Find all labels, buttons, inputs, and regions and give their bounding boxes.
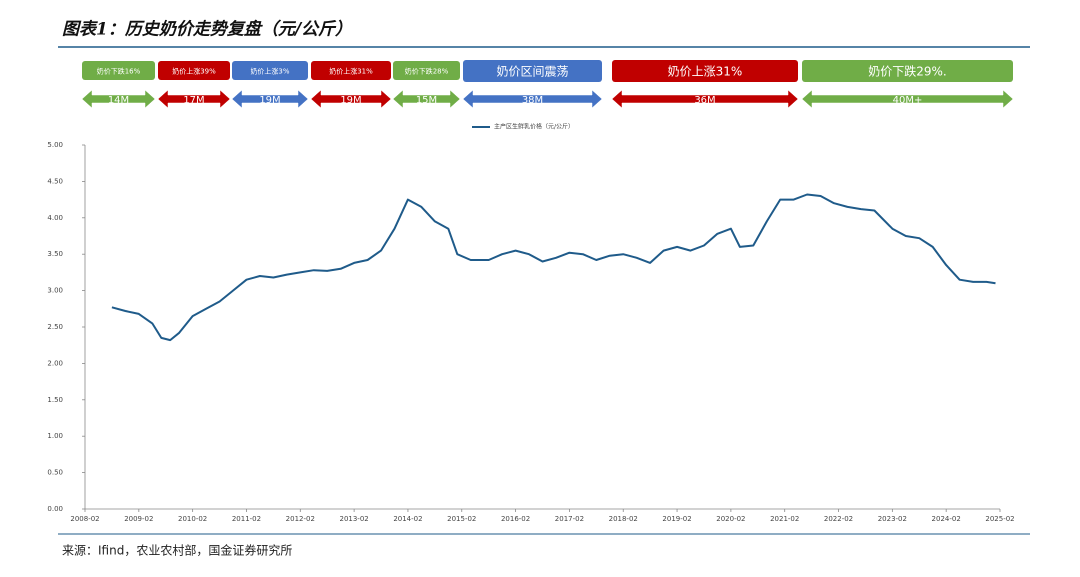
x-tick-label: 2019-02 (662, 515, 691, 523)
phase-label: 奶价下跌16% (97, 67, 141, 76)
y-tick-label: 4.50 (47, 177, 63, 185)
series-line (111, 193, 996, 342)
x-tick-label: 2010-02 (178, 515, 207, 523)
x-tick-label: 2012-02 (286, 515, 315, 523)
phase-label: 奶价上涨31% (668, 64, 743, 79)
x-tick-label: 2008-02 (70, 515, 99, 523)
phase-arrow (157, 89, 231, 109)
y-tick-label: 5.00 (47, 141, 63, 149)
phase-arrow (231, 89, 309, 109)
source: 来源：Ifind，农业农村部，国金证券研究所 (62, 543, 292, 558)
y-tick-label: 2.50 (47, 323, 63, 331)
phase-box (158, 61, 230, 80)
phase-duration: 19M (340, 95, 361, 106)
phase-arrow (310, 89, 392, 109)
phase-label: 奶价上涨31% (329, 67, 373, 76)
legend-label: 主产区生鲜乳价格（元/公斤） (494, 123, 574, 131)
phase-arrow (392, 89, 461, 109)
phase-box (802, 60, 1013, 82)
x-tick-label: 2011-02 (232, 515, 261, 523)
phase-label: 奶价下跌29%. (868, 64, 947, 79)
phase-duration: 36M (694, 95, 715, 106)
phase-label: 奶价上涨3% (250, 67, 289, 76)
phase-label: 奶价上涨39% (172, 67, 216, 76)
x-tick-label: 2018-02 (609, 515, 638, 523)
phase-duration: 40M+ (893, 95, 923, 106)
x-tick-label: 2013-02 (339, 515, 368, 523)
phase-box (311, 61, 391, 80)
phase-arrow (611, 89, 799, 109)
y-tick-label: 2.00 (47, 359, 63, 367)
y-tick-label: 1.00 (47, 432, 63, 440)
phase-label: 奶价区间震荡 (496, 65, 568, 79)
phase-duration: 17M (183, 95, 204, 106)
phase-duration: 38M (522, 95, 543, 106)
y-tick-label: 1.50 (47, 396, 63, 404)
phase-arrow (462, 89, 603, 109)
x-tick-label: 2022-02 (824, 515, 853, 523)
y-tick-label: 0.50 (47, 469, 63, 477)
x-tick-label: 2025-02 (985, 515, 1014, 523)
phase-arrow (81, 89, 156, 109)
x-tick-label: 2017-02 (555, 515, 584, 523)
phase-duration: 14M (108, 95, 129, 106)
x-tick-label: 2014-02 (393, 515, 422, 523)
chart-title: 图表1：历史奶价走势复盘（元/公斤） (62, 20, 352, 40)
phase-box (463, 60, 602, 82)
phase-box (612, 60, 798, 82)
x-tick-label: 2016-02 (501, 515, 530, 523)
y-tick-label: 0.00 (47, 505, 63, 513)
phase-label: 奶价下跌28% (405, 67, 449, 76)
x-tick-label: 2015-02 (447, 515, 476, 523)
y-tick-label: 3.50 (47, 250, 63, 258)
phase-duration: 19M (259, 95, 280, 106)
x-tick-label: 2021-02 (770, 515, 799, 523)
x-tick-label: 2009-02 (124, 515, 153, 523)
phase-box (393, 61, 460, 80)
phase-arrow (801, 89, 1014, 109)
y-tick-label: 4.00 (47, 214, 63, 222)
x-tick-label: 2024-02 (932, 515, 961, 523)
phase-duration: 15M (416, 95, 437, 106)
x-tick-label: 2020-02 (716, 515, 745, 523)
phase-box (82, 61, 155, 80)
y-tick-label: 3.00 (47, 287, 63, 295)
phase-box (232, 61, 308, 80)
x-tick-label: 2023-02 (878, 515, 907, 523)
